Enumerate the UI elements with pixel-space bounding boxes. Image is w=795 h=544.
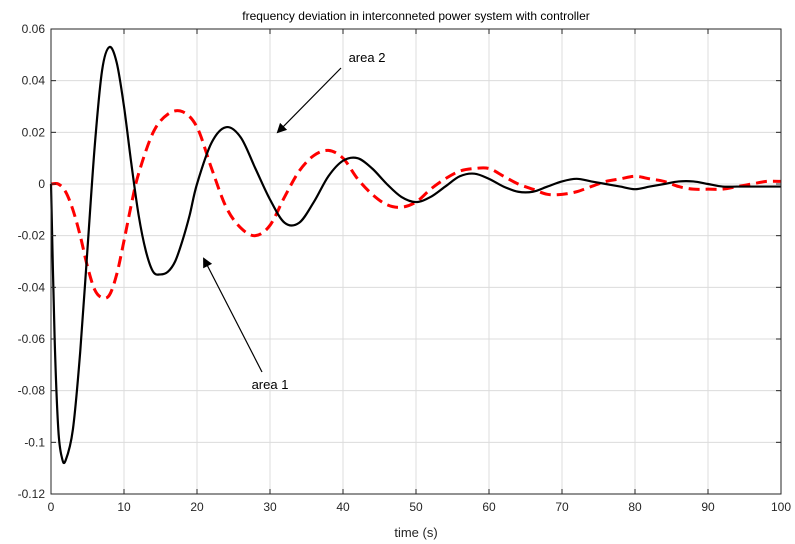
y-tick-label: -0.12	[18, 487, 46, 501]
grid-lines	[51, 29, 781, 494]
y-tick-label: 0.06	[22, 22, 46, 36]
y-tick-label: -0.1	[24, 435, 45, 449]
series-line-area-2	[50, 109, 782, 300]
x-axis-label: time (s)	[394, 525, 437, 540]
x-tick-label: 0	[48, 500, 55, 514]
x-tick-label: 100	[771, 500, 791, 514]
series-line-area-1	[49, 45, 781, 465]
y-tick-label: 0	[38, 177, 45, 191]
x-tick-label: 90	[701, 500, 715, 514]
y-tick-label: -0.08	[18, 384, 46, 398]
x-tick-label: 60	[482, 500, 496, 514]
annotation-area-1: area 1	[252, 377, 289, 392]
x-tick-label: 80	[628, 500, 642, 514]
x-tick-label: 70	[555, 500, 569, 514]
y-tick-label: 0.04	[22, 74, 46, 88]
x-tick-label: 20	[190, 500, 204, 514]
annotation-layer: area 2 area 1	[203, 50, 386, 392]
y-tick-label: -0.04	[18, 280, 46, 294]
x-tick-label: 10	[117, 500, 131, 514]
annotation-arrow-area-1	[203, 257, 263, 373]
annotation-area-2: area 2	[349, 50, 386, 65]
y-tick-label: -0.06	[18, 332, 46, 346]
y-tick-label: -0.02	[18, 229, 46, 243]
x-tick-label: 30	[263, 500, 277, 514]
chart-title: frequency deviation in interconneted pow…	[242, 9, 590, 23]
x-tick-label: 40	[336, 500, 350, 514]
tick-layer: 0 10 20 30 40 50 60 70 80 90 100 0.06 0.04 0.02 0 -0.02…	[18, 22, 792, 514]
annotation-arrow-area-2	[276, 67, 342, 134]
x-tick-label: 50	[409, 500, 423, 514]
y-tick-label: 0.02	[22, 125, 46, 139]
series-layer	[49, 45, 782, 465]
